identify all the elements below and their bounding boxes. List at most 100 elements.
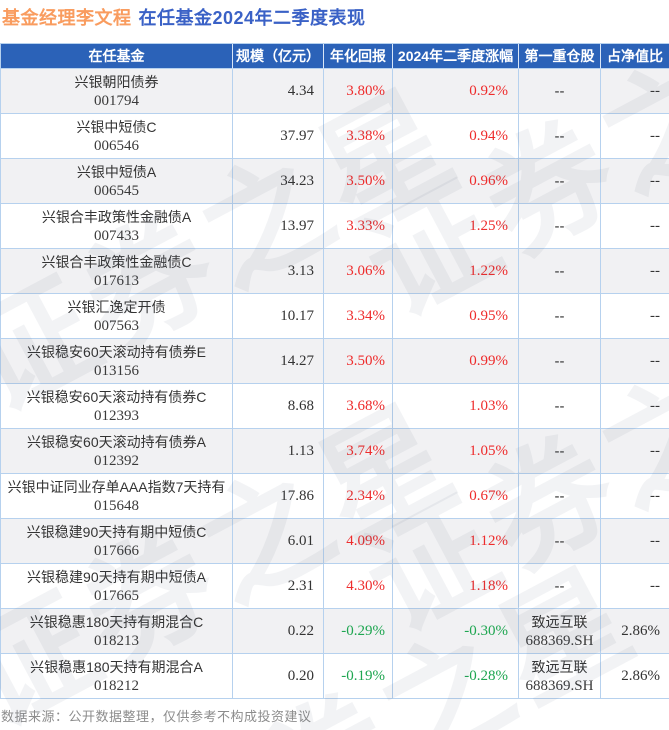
weight-value: -- [601,249,669,294]
q2-change-value: 1.03% [393,384,519,429]
column-header-2: 年化回报 [324,44,393,69]
weight-value: 2.86% [601,609,669,654]
fund-name: 兴银稳安60天滚动持有债券A [27,433,206,450]
fund-code: 012392 [94,452,139,469]
q2-change-value: 1.25% [393,204,519,249]
weight-value: -- [601,519,669,564]
weight-value: -- [601,294,669,339]
top-holding-cell: -- [519,114,601,159]
annual-return-value: 3.80% [324,69,393,114]
fund-row: 兴银稳安60天滚动持有债券C 012393 8.68 3.68% 1.03% -- -- [1,384,669,429]
fund-code: 012393 [94,407,139,424]
fund-name-cell: 兴银朝阳债券 001794 [1,69,233,114]
fund-name: 兴银稳建90天持有期中短债C [26,523,207,540]
annual-return-value: 3.06% [324,249,393,294]
annual-return-value: 3.50% [324,339,393,384]
weight-value: -- [601,564,669,609]
fund-name-cell: 兴银中证同业存单AAA指数7天持有 015648 [1,474,233,519]
q2-change-value: 1.12% [393,519,519,564]
top-holding-cell: -- [519,159,601,204]
top-holding-cell: -- [519,564,601,609]
scale-value: 14.27 [233,339,324,384]
scale-value: 2.31 [233,564,324,609]
table-header: 在任基金 规模（亿元） 年化回报 2024年二季度涨幅 第一重仓股 占净值比 [1,44,669,69]
q2-change-value: -0.28% [393,654,519,699]
fund-row: 兴银中证同业存单AAA指数7天持有 015648 17.86 2.34% 0.67% --… [1,474,669,519]
fund-name-cell: 兴银合丰政策性金融债C 017613 [1,249,233,294]
column-header-4: 第一重仓股 [519,44,601,69]
fund-row: 兴银合丰政策性金融债A 007433 13.97 3.33% 1.25% -- -- [1,204,669,249]
fund-name-cell: 兴银稳安60天滚动持有债券C 012393 [1,384,233,429]
weight-value: 2.86% [601,654,669,699]
q2-change-value: 0.99% [393,339,519,384]
fund-name: 兴银稳惠180天持有期混合A [30,658,203,675]
top-holding-cell: 致远互联 688369.SH [519,609,601,654]
fund-name: 兴银稳建90天持有期中短债A [27,568,206,585]
top-holding-cell: -- [519,249,601,294]
q2-change-value: -0.30% [393,609,519,654]
annual-return-value: 3.38% [324,114,393,159]
fund-row: 兴银中短债C 006546 37.97 3.38% 0.94% -- -- [1,114,669,159]
fund-code: 006545 [94,182,139,199]
weight-value: -- [601,159,669,204]
q2-change-value: 1.18% [393,564,519,609]
q2-change-value: 0.94% [393,114,519,159]
fund-name-cell: 兴银合丰政策性金融债A 007433 [1,204,233,249]
top-holding-cell: 致远互联 688369.SH [519,654,601,699]
fund-name: 兴银稳安60天滚动持有债券E [27,343,206,360]
scale-value: 34.23 [233,159,324,204]
fund-name: 兴银中短债A [76,163,157,180]
table-body: 兴银朝阳债券 001794 4.34 3.80% 0.92% -- -- 兴银中短债C 0065… [1,69,669,699]
fund-name-cell: 兴银中短债A 006545 [1,159,233,204]
fund-code: 013156 [94,362,139,379]
fund-code: 018212 [94,677,139,694]
q2-change-value: 0.96% [393,159,519,204]
column-header-1: 规模（亿元） [233,44,324,69]
annual-return-value: 3.34% [324,294,393,339]
top-holding-code: 688369.SH [525,677,594,694]
scale-value: 13.97 [233,204,324,249]
fund-name: 兴银中证同业存单AAA指数7天持有 [7,478,226,495]
weight-value: -- [601,114,669,159]
weight-value: -- [601,204,669,249]
table-header-row: 在任基金 规模（亿元） 年化回报 2024年二季度涨幅 第一重仓股 占净值比 [1,44,669,69]
top-holding-cell: -- [519,294,601,339]
fund-code: 001794 [94,92,139,109]
fund-name: 兴银合丰政策性金融债C [41,253,192,270]
fund-row: 兴银稳安60天滚动持有债券E 013156 14.27 3.50% 0.99% -- -- [1,339,669,384]
annual-return-value: 3.33% [324,204,393,249]
fund-name-cell: 兴银稳安60天滚动持有债券A 012392 [1,429,233,474]
fund-name: 兴银中短债C [76,118,157,135]
fund-code: 018213 [94,632,139,649]
annual-return-value: -0.29% [324,609,393,654]
top-holding-cell: -- [519,339,601,384]
fund-row: 兴银合丰政策性金融债C 017613 3.13 3.06% 1.22% -- -- [1,249,669,294]
scale-value: 1.13 [233,429,324,474]
annual-return-value: -0.19% [324,654,393,699]
scale-value: 37.97 [233,114,324,159]
fund-name-cell: 兴银稳惠180天持有期混合C 018213 [1,609,233,654]
fund-name: 兴银合丰政策性金融债A [41,208,192,225]
annual-return-value: 3.74% [324,429,393,474]
top-holding-name: 致远互联 [531,613,588,630]
q2-change-value: 1.22% [393,249,519,294]
page-title: 基金经理李文程 在任基金2024年二季度表现 [2,6,669,30]
top-holding-cell: -- [519,204,601,249]
weight-value: -- [601,429,669,474]
title-subject: 在任基金2024年二季度表现 [138,8,366,28]
fund-name-cell: 兴银中短债C 006546 [1,114,233,159]
top-holding-code: 688369.SH [525,632,594,649]
scale-value: 3.13 [233,249,324,294]
fund-name: 兴银稳安60天滚动持有债券C [26,388,207,405]
fund-row: 兴银稳安60天滚动持有债券A 012392 1.13 3.74% 1.05% -- -- [1,429,669,474]
column-header-3: 2024年二季度涨幅 [393,44,519,69]
fund-table: 在任基金 规模（亿元） 年化回报 2024年二季度涨幅 第一重仓股 占净值比 兴银朝阳债券… [0,43,669,699]
fund-name: 兴银稳惠180天持有期混合C [29,613,204,630]
top-holding-cell: -- [519,474,601,519]
fund-name-cell: 兴银稳建90天持有期中短债C 017666 [1,519,233,564]
top-holding-cell: -- [519,519,601,564]
fund-code: 017666 [94,542,139,559]
annual-return-value: 2.34% [324,474,393,519]
fund-name: 兴银汇逸定开债 [67,298,166,315]
